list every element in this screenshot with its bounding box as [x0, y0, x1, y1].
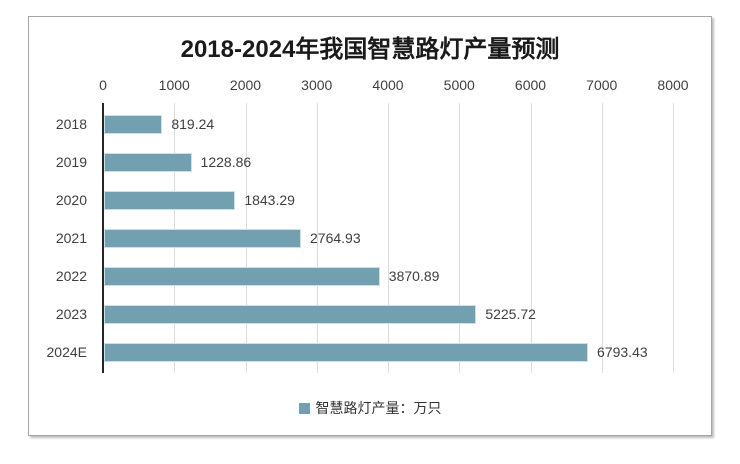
category-label: 2018	[55, 115, 87, 132]
legend-label: 智慧路灯产量：万只	[315, 400, 442, 416]
category-label: 2022	[55, 267, 87, 284]
bar	[104, 266, 380, 286]
bar	[104, 152, 192, 172]
gridline	[673, 103, 674, 373]
category-label: 2021	[55, 229, 87, 246]
chart-area: 2018-2024年我国智慧路灯产量预测 0 1000 2000 3000 4000 50…	[28, 16, 712, 436]
x-axis-tick-label: 1000	[158, 77, 190, 93]
bar	[104, 342, 589, 362]
value-label: 5225.72	[485, 305, 536, 322]
value-label: 6793.43	[597, 343, 648, 360]
gridline	[316, 103, 318, 373]
gridline	[459, 103, 461, 373]
x-axis-tick-label: 7000	[586, 77, 618, 93]
value-label: 3870.89	[388, 267, 440, 284]
gridline	[388, 103, 389, 373]
gridline	[601, 103, 603, 373]
x-axis-tick-label: 6000	[514, 77, 547, 93]
value-label: 1228.86	[200, 153, 252, 170]
category-label: 2024E	[46, 343, 87, 360]
x-axis-tick-label: 2000	[229, 77, 262, 93]
x-axis-tick-label: 5000	[443, 77, 475, 93]
x-axis-tick-label: 3000	[301, 77, 333, 93]
category-label: 2019	[55, 153, 87, 170]
category-axis-line	[102, 103, 104, 373]
bar	[104, 228, 301, 248]
category-label: 2020	[55, 191, 87, 208]
bar	[104, 114, 163, 134]
gridline	[530, 103, 532, 373]
value-label: 2764.93	[310, 229, 361, 246]
x-axis-tick-label: 8000	[657, 77, 689, 93]
bar	[104, 190, 236, 210]
value-label: 1843.29	[244, 191, 295, 208]
chart-title: 2018-2024年我国智慧路灯产量预测	[180, 36, 560, 63]
category-label: 2023	[55, 305, 87, 322]
bar	[104, 304, 477, 324]
legend-square-icon	[298, 402, 310, 414]
value-label: 819.24	[171, 115, 215, 132]
x-axis-tick-label: 0	[99, 77, 107, 93]
x-axis-tick-label: 4000	[372, 77, 404, 93]
legend: 智慧路灯产量：万只	[29, 398, 711, 418]
